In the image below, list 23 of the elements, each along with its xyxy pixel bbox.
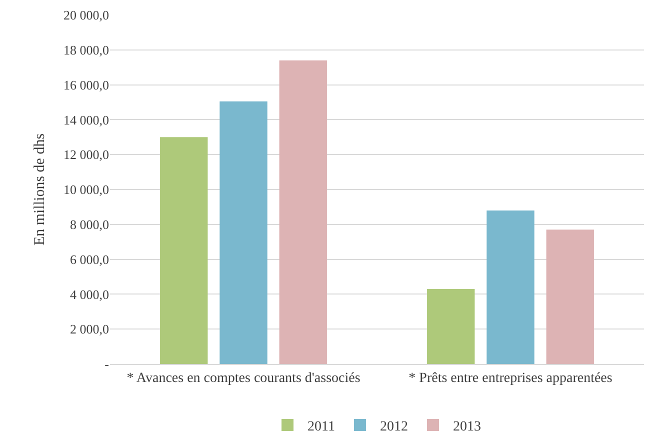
bar [486, 210, 534, 364]
y-tick-label: 18 000,0 [64, 42, 109, 58]
bar [546, 230, 594, 364]
legend-label: 2013 [452, 419, 481, 434]
legend-label: 2011 [308, 419, 335, 434]
x-tick-label: * Prêts entre entreprises apparentées [408, 370, 612, 386]
y-tick-label: 10 000,0 [64, 182, 109, 198]
legend-label: 2012 [380, 419, 408, 434]
bar [427, 288, 475, 364]
y-tick-label: 4 000,0 [70, 286, 109, 302]
x-tick-label: * Avances en comptes courants d'associés [126, 370, 360, 386]
bar [160, 137, 208, 364]
y-axis-title: En millions de dhs [32, 133, 48, 246]
y-tick-label: 16 000,0 [64, 77, 109, 92]
bar [220, 101, 268, 364]
y-tick-label: 6 000,0 [70, 252, 109, 267]
y-tick-label: 2 000,0 [70, 322, 109, 337]
y-tick-label: 14 000,0 [64, 112, 109, 128]
y-tick-label: - [104, 356, 109, 372]
y-tick-label: 20 000,0 [64, 8, 109, 23]
y-tick-label: 8 000,0 [70, 216, 109, 232]
bar [279, 60, 327, 364]
y-tick-label: 12 000,0 [64, 147, 109, 162]
